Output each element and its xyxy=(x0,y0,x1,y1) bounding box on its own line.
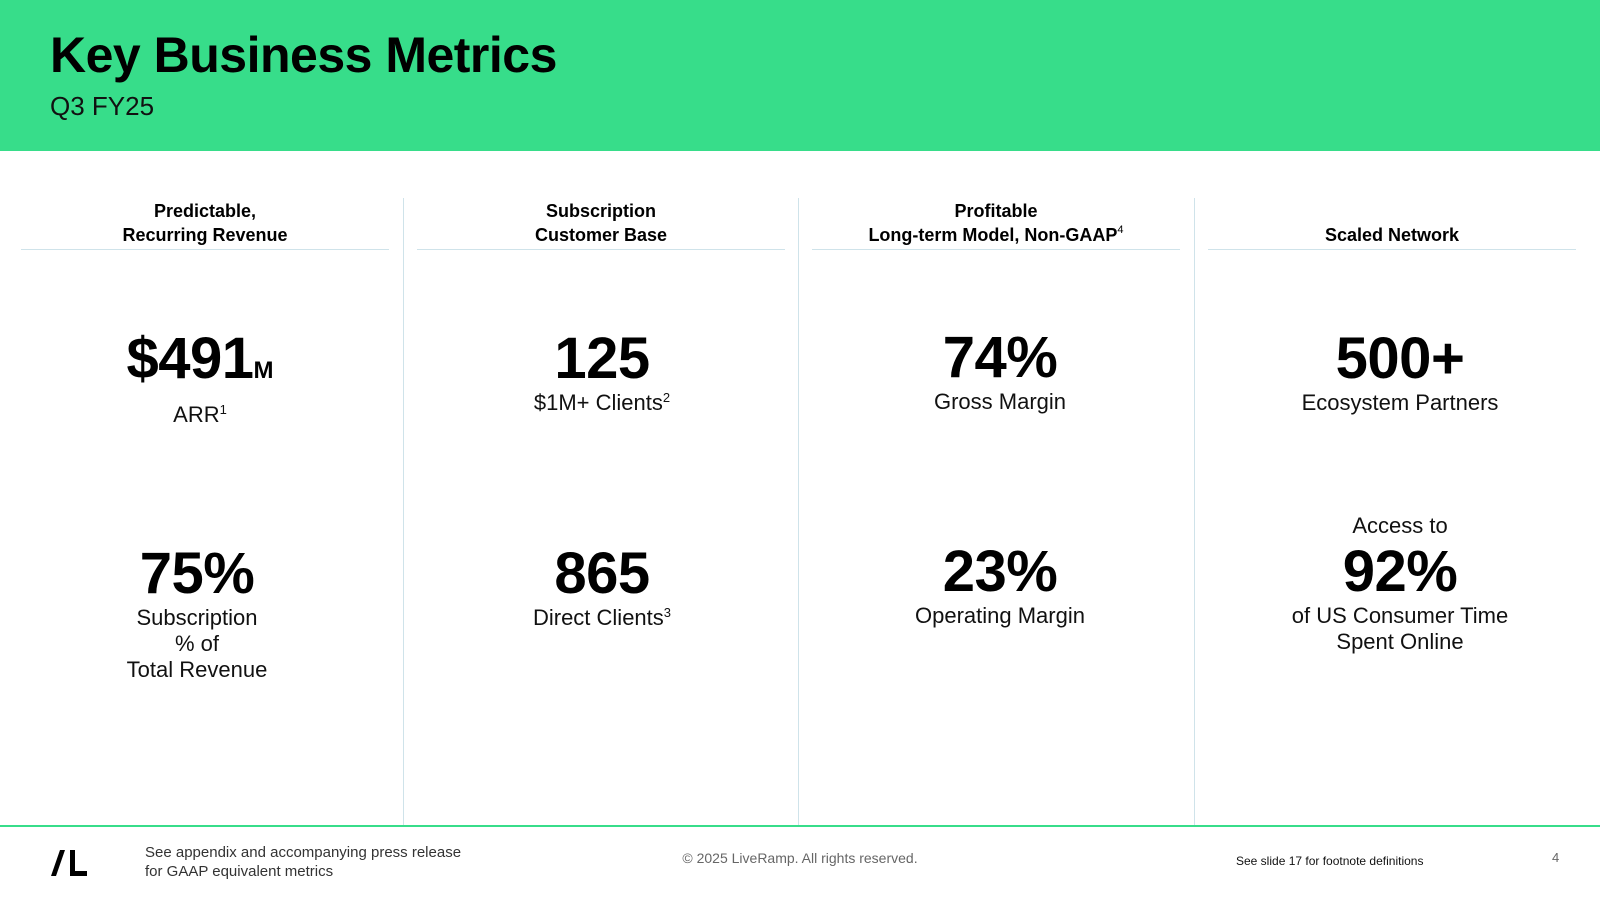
footnote-marker: 3 xyxy=(663,605,672,620)
metric-consumer-time: Access to 92% of US Consumer Time Spent … xyxy=(1224,513,1576,655)
column-header-line: Long-term Model, Non-GAAP4 xyxy=(868,224,1124,246)
footnote-marker: 1 xyxy=(219,402,227,417)
column-divider xyxy=(403,198,404,825)
metric-value: 74% xyxy=(942,325,1058,390)
metric-label: ARR1 xyxy=(173,402,227,427)
metric-value: 75% xyxy=(139,541,255,606)
column-header: Subscription Customer Base xyxy=(417,198,785,250)
metric-value: $491M xyxy=(126,326,274,391)
metric-label: of US Consumer Time Spent Online xyxy=(1291,603,1509,654)
column-header: Profitable Long-term Model, Non-GAAP4 xyxy=(812,198,1180,250)
metric-million-clients: 125 $1M+ Clients2 xyxy=(419,328,785,416)
column-header-line: Predictable, xyxy=(153,201,257,221)
metric-label: Operating Margin xyxy=(915,603,1085,628)
metric-value: 865 xyxy=(554,541,650,606)
metric-column-recurring-revenue: Predictable, Recurring Revenue $491M ARR… xyxy=(21,198,389,825)
column-divider xyxy=(1194,198,1195,825)
liveramp-logo-icon xyxy=(51,850,87,876)
metric-gross-margin: 74% Gross Margin xyxy=(820,327,1180,415)
page-number: 4 xyxy=(1552,850,1560,865)
column-header-line: Customer Base xyxy=(534,225,668,245)
metric-arr: $491M ARR1 xyxy=(11,328,389,428)
page-subtitle: Q3 FY25 xyxy=(50,91,155,121)
metric-value: 23% xyxy=(942,539,1058,604)
metric-value: 125 xyxy=(554,326,650,391)
page-title: Key Business Metrics xyxy=(50,27,557,83)
column-divider xyxy=(798,198,799,825)
metric-value: 500+ xyxy=(1335,326,1465,391)
metric-label: Direct Clients3 xyxy=(532,605,672,630)
column-header-line: Subscription xyxy=(545,201,656,221)
metric-prefix: Access to xyxy=(1352,513,1448,538)
column-header-line: Recurring Revenue xyxy=(122,225,288,245)
metric-ecosystem-partners: 500+ Ecosystem Partners xyxy=(1224,328,1576,416)
column-header-line: Profitable xyxy=(954,201,1038,221)
metric-direct-clients: 865 Direct Clients3 xyxy=(419,543,785,631)
footer-divider xyxy=(0,825,1600,827)
metric-label: Subscription % of Total Revenue xyxy=(126,605,268,682)
metric-subscription-share: 75% Subscription % of Total Revenue xyxy=(5,543,389,683)
metric-value: 92% xyxy=(1342,539,1458,604)
footnote-reference: See slide 17 for footnote definitions xyxy=(1236,854,1424,868)
metric-unit: M xyxy=(253,357,274,384)
metric-column-customer-base: Subscription Customer Base 125 $1M+ Clie… xyxy=(417,198,785,825)
metric-label: $1M+ Clients2 xyxy=(533,390,671,415)
copyright: © 2025 LiveRamp. All rights reserved. xyxy=(682,850,918,866)
header-banner: Key Business Metrics Q3 FY25 xyxy=(0,0,1600,151)
metric-label: Gross Margin xyxy=(933,389,1067,414)
column-header: Scaled Network xyxy=(1208,198,1576,250)
column-header: Predictable, Recurring Revenue xyxy=(21,198,389,250)
metric-column-profitability: Profitable Long-term Model, Non-GAAP4 74… xyxy=(812,198,1180,825)
metric-operating-margin: 23% Operating Margin xyxy=(820,541,1180,629)
column-header-line: Scaled Network xyxy=(1324,225,1460,245)
metric-column-scaled-network: Scaled Network 500+ Ecosystem Partners A… xyxy=(1208,198,1576,825)
footnote-marker: 4 xyxy=(1117,224,1124,236)
metric-label: Ecosystem Partners xyxy=(1301,390,1499,415)
footer-note: See appendix and accompanying press rele… xyxy=(145,844,462,880)
footnote-marker: 2 xyxy=(662,390,671,405)
